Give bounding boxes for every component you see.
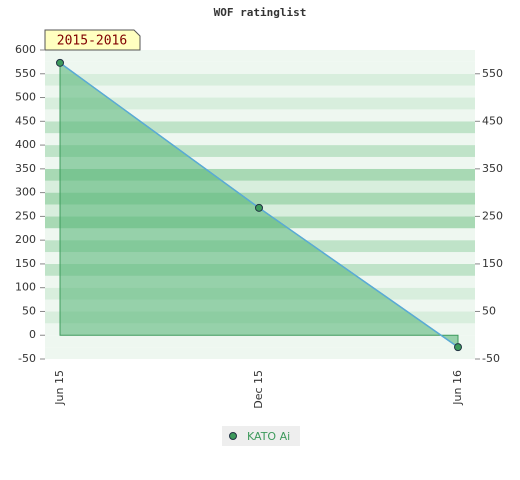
plot-stripe: [45, 156, 475, 169]
plot-stripe: [45, 121, 475, 134]
plot-stripe: [45, 180, 475, 193]
plot-stripe: [45, 145, 475, 157]
point: [454, 343, 462, 352]
y-tick-label: 600: [15, 43, 36, 56]
plot-stripe: [45, 109, 475, 122]
y-tick-label: 100: [15, 281, 36, 294]
plot-stripe: [45, 97, 475, 110]
annotation-box: [44, 29, 141, 51]
y2-tick-label: 350: [482, 162, 503, 175]
y-tick-label: 250: [15, 209, 36, 222]
y2-tick-label: -50: [482, 352, 500, 365]
plot-stripe: [45, 73, 475, 86]
chart-title: WOF ratinglist: [214, 6, 307, 19]
x-tick-label: Jun 15: [53, 370, 66, 406]
y-tick-label: 500: [15, 91, 36, 104]
y-tick-label: 150: [15, 257, 36, 270]
y-tick-label: 350: [15, 162, 36, 175]
y-tick-label: 0: [29, 328, 36, 341]
y2-tick-label: 450: [482, 114, 503, 127]
plot-stripe: [45, 335, 475, 348]
point: [56, 58, 64, 67]
plot-stripe: [45, 168, 475, 181]
plot-stripe: [45, 61, 475, 74]
annotation: 2015-2016: [57, 34, 127, 49]
plot-stripe: [45, 133, 475, 146]
y-tick-label: -50: [18, 352, 36, 365]
y2-tick-label: 550: [482, 67, 503, 80]
y-tick-label: 400: [15, 138, 36, 151]
x-tick-label: Jun 16: [451, 370, 464, 406]
legend-marker: [229, 432, 237, 440]
y2-tick-label: 50: [482, 304, 496, 317]
plot-stripe: [45, 85, 475, 98]
legend: [222, 426, 300, 446]
y-tick-label: 300: [15, 186, 36, 199]
y-tick-label: 200: [15, 233, 36, 246]
legend-label: KATO Ai: [247, 430, 290, 443]
x-tick-label: Dec 15: [252, 370, 265, 409]
plot-stripe: [45, 50, 475, 62]
y-tick-label: 450: [15, 114, 36, 127]
plot-stripe: [45, 192, 475, 205]
y2-tick-label: 250: [482, 209, 503, 222]
y-tick-label: 50: [22, 304, 36, 317]
point: [255, 203, 263, 212]
y2-tick-label: 150: [482, 257, 503, 270]
plot-stripe: [45, 347, 475, 359]
y-tick-label: 550: [15, 67, 36, 80]
